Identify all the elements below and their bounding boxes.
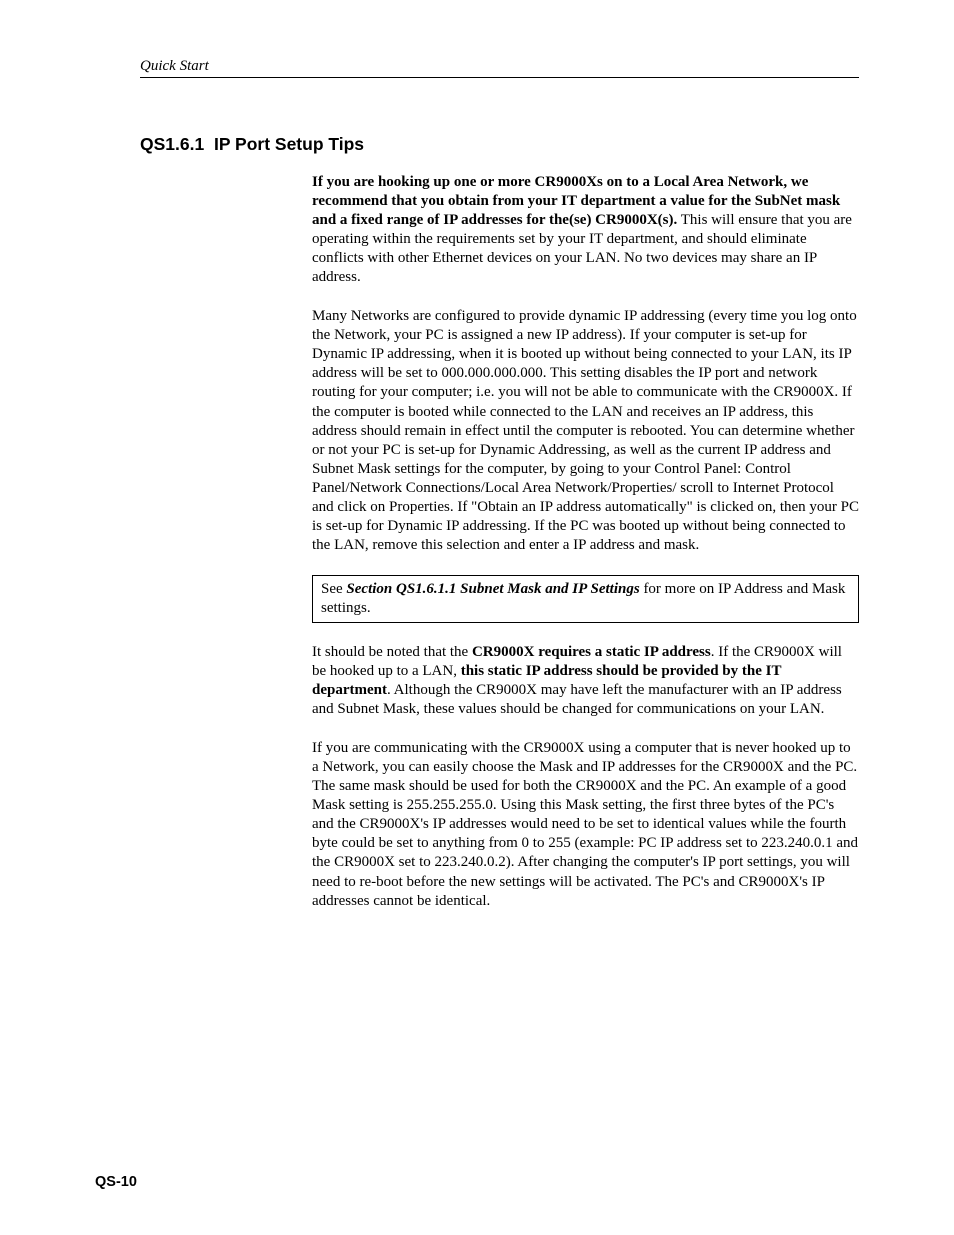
section-heading: QS1.6.1 IP Port Setup Tips	[140, 134, 859, 155]
body-text: If you are hooking up one or more CR9000…	[312, 173, 859, 911]
note-pre: See	[321, 581, 346, 597]
p3-d: . Although the CR9000X may have left the…	[312, 682, 842, 717]
p3-b1: CR9000X requires a static IP address	[472, 644, 711, 660]
running-header: Quick Start	[140, 58, 859, 78]
p3-a: It should be noted that the	[312, 644, 472, 660]
page-number: QS-10	[95, 1174, 137, 1190]
heading-title: IP Port Setup Tips	[214, 134, 364, 154]
page: Quick Start QS1.6.1 IP Port Setup Tips I…	[0, 0, 954, 1235]
heading-number: QS1.6.1	[140, 134, 204, 154]
paragraph-3: It should be noted that the CR9000X requ…	[312, 643, 859, 719]
paragraph-1: If you are hooking up one or more CR9000…	[312, 173, 859, 287]
paragraph-2: Many Networks are configured to provide …	[312, 307, 859, 555]
paragraph-4: If you are communicating with the CR9000…	[312, 739, 859, 910]
note-box: See Section QS1.6.1.1 Subnet Mask and IP…	[312, 575, 859, 623]
note-ref: Section QS1.6.1.1 Subnet Mask and IP Set…	[346, 581, 639, 597]
